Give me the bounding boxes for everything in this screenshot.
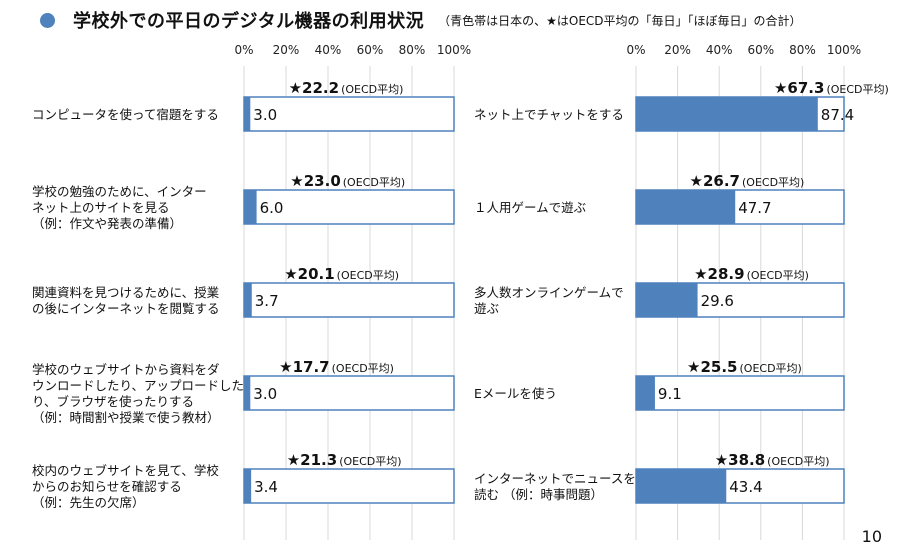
- oecd-average-label: ★25.5 (OECD平均): [687, 358, 802, 376]
- x-tick-label: 20%: [273, 43, 300, 57]
- oecd-average-label: ★22.2 (OECD平均): [289, 79, 404, 97]
- bar: [244, 190, 257, 224]
- data-label: 9.1: [658, 385, 682, 403]
- data-label: 29.6: [701, 292, 734, 310]
- x-tick-label: 0%: [234, 43, 253, 57]
- chart-title: 学校外での平日のデジタル機器の利用状況 （青色帯は日本の、★はOECD平均の「毎…: [40, 6, 802, 34]
- x-tick-label: 40%: [315, 43, 342, 57]
- data-label: 3.7: [255, 292, 279, 310]
- oecd-average-label: ★28.9 (OECD平均): [694, 265, 809, 283]
- oecd-average-label: ★21.3 (OECD平均): [287, 451, 402, 469]
- oecd-average-label: ★67.3 (OECD平均): [774, 79, 889, 97]
- page-number: 10: [861, 527, 882, 546]
- oecd-average-label: ★20.1 (OECD平均): [284, 265, 399, 283]
- x-tick-label: 60%: [357, 43, 384, 57]
- bar: [636, 97, 818, 131]
- category-label: 学校のウェブサイトから資料をダウンロードしたり、アップロードしたり、ブラウザを使…: [32, 362, 244, 425]
- category-label: コンピュータを使って宿題をする: [32, 107, 219, 122]
- data-label: 3.0: [253, 106, 277, 124]
- bar: [636, 190, 736, 224]
- data-label: 87.4: [821, 106, 854, 124]
- chart-title-note: （青色帯は日本の、★はOECD平均の「毎日」「ほぼ毎日」の合計）: [438, 13, 802, 28]
- x-tick-label: 80%: [789, 43, 816, 57]
- chart-title-main: 学校外での平日のデジタル機器の利用状況: [73, 11, 425, 32]
- x-tick-label: 0%: [626, 43, 645, 57]
- bar: [244, 97, 251, 131]
- bar: [244, 283, 252, 317]
- x-tick-label: 100%: [827, 43, 861, 57]
- data-label: 43.4: [729, 478, 762, 496]
- bullet-icon: [40, 12, 55, 28]
- x-tick-label: 100%: [437, 43, 471, 57]
- bar: [244, 376, 251, 410]
- category-label: インターネットでニュースを読む （例：時事問題）: [474, 471, 636, 502]
- oecd-average-label: ★17.7 (OECD平均): [279, 358, 394, 376]
- bar-track: [243, 189, 455, 225]
- category-label: 校内のウェブサイトを見て、学校からのお知らせを確認する（例：先生の欠席）: [32, 463, 219, 510]
- category-label: Eメールを使う: [474, 386, 557, 401]
- category-label: 関連資料を見つけるために、授業の後にインターネットを閲覧する: [32, 285, 220, 316]
- category-label: 多人数オンラインゲームで遊ぶ: [474, 285, 624, 316]
- data-label: 47.7: [738, 199, 771, 217]
- bar-track: [635, 375, 845, 411]
- category-label: 学校の勉強のために、インターネット上のサイトを見る（例：作文や発表の準備）: [32, 184, 207, 231]
- oecd-average-label: ★38.8 (OECD平均): [715, 451, 830, 469]
- x-tick-label: 60%: [747, 43, 774, 57]
- bar-track: [243, 468, 455, 504]
- x-tick-label: 80%: [399, 43, 426, 57]
- category-label: ネット上でチャットをする: [474, 107, 624, 122]
- bar: [244, 469, 252, 503]
- oecd-average-label: ★26.7 (OECD平均): [690, 172, 805, 190]
- x-tick-label: 40%: [706, 43, 733, 57]
- x-tick-label: 20%: [664, 43, 691, 57]
- bar: [636, 283, 698, 317]
- data-label: 6.0: [260, 199, 284, 217]
- bar-track: [243, 96, 455, 132]
- data-label: 3.0: [253, 385, 277, 403]
- bar: [636, 376, 655, 410]
- bar-track: [243, 375, 455, 411]
- category-label: １人用ゲームで遊ぶ: [474, 200, 586, 215]
- oecd-average-label: ★23.0 (OECD平均): [290, 172, 405, 190]
- bar: [636, 469, 727, 503]
- data-label: 3.4: [254, 478, 278, 496]
